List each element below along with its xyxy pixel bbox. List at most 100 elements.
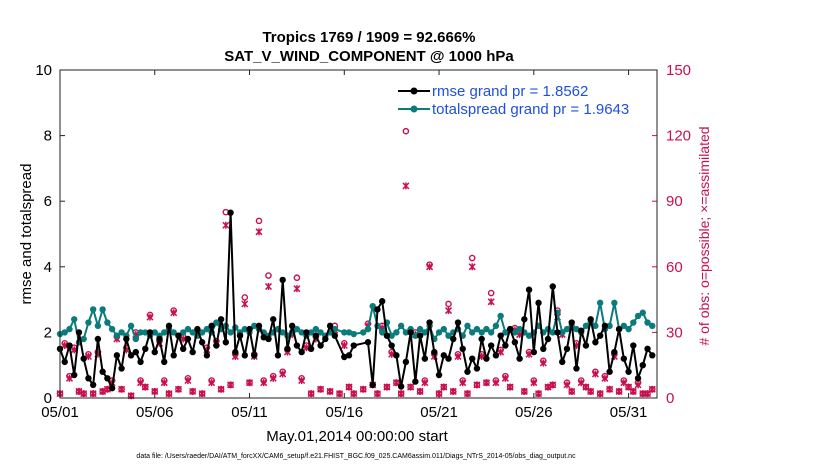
spread-point <box>66 325 73 333</box>
rmse-point <box>535 299 542 307</box>
x-tick-label: 05/11 <box>231 404 267 421</box>
rmse-point <box>421 355 429 362</box>
rmse-point <box>568 319 575 326</box>
spread-point <box>596 299 604 307</box>
spread-point <box>563 325 571 333</box>
obs-possible-point <box>445 300 452 308</box>
spread-point <box>307 329 315 336</box>
rmse-point <box>440 352 447 359</box>
spread-point <box>464 322 471 330</box>
rmse-point <box>265 335 272 343</box>
obs-assimilated-point <box>227 381 235 389</box>
obs-assimilated-point <box>591 370 599 378</box>
rmse-point <box>369 381 376 389</box>
obs-assimilated-point <box>459 379 467 387</box>
spread-point <box>582 322 590 330</box>
rmse-point <box>113 352 121 359</box>
rmse-point <box>307 345 315 352</box>
spread-point <box>89 306 97 313</box>
obs-assimilated-point <box>468 263 476 271</box>
obs-assimilated-point <box>118 385 126 393</box>
obs-assimilated-point <box>350 390 358 398</box>
rmse-point <box>393 352 400 359</box>
obs-assimilated-point <box>629 387 637 395</box>
obs-assimilated-point <box>189 387 197 395</box>
obs-assimilated-point <box>587 387 595 395</box>
rmse-point <box>502 342 509 349</box>
obs-assimilated-point <box>317 385 325 393</box>
rmse-point <box>165 322 173 330</box>
spread-point <box>132 335 140 343</box>
spread-point <box>644 319 651 326</box>
rmse-point <box>217 316 225 323</box>
rmse-point <box>615 325 623 333</box>
obs-possible-point <box>402 127 410 135</box>
footnote: data file: /Users/raeder/DAI/ATM_forcXX/… <box>136 453 576 460</box>
rmse-point <box>582 342 590 349</box>
rmse-point <box>497 332 504 339</box>
rmse-point <box>544 335 552 343</box>
ticks-layer: 05/01 05/06 05/11 05/16 05/21 05/26 05/31 0 2 4 6 8… <box>35 62 691 421</box>
rmse-point <box>222 339 230 346</box>
spread-point <box>469 329 476 336</box>
obs-assimilated-point <box>539 359 547 367</box>
legend: rmse grand pr = 1.8562 totalspread grand… <box>392 80 654 124</box>
rmse-point <box>459 345 466 352</box>
rmse-point <box>378 298 386 305</box>
obs-assimilated-point <box>444 307 453 315</box>
rmse-point <box>236 332 244 339</box>
obs-assimilated-point <box>473 381 481 389</box>
rmse-point <box>85 375 92 382</box>
obs-assimilated-point <box>99 387 107 395</box>
rmse-point <box>412 378 419 385</box>
legend-box <box>392 80 654 124</box>
rmse-point <box>445 355 452 362</box>
spread-point <box>118 329 125 336</box>
y-tick-label-left: 0 <box>44 390 52 407</box>
obs-possible-point <box>265 272 272 279</box>
obs-assimilated-point <box>482 379 490 387</box>
rmse-point <box>274 352 282 359</box>
rmse-point <box>563 345 571 352</box>
rmse-point <box>326 322 334 330</box>
obs-assimilated-point <box>487 298 495 306</box>
spread-point <box>298 329 305 336</box>
rmse-point <box>431 348 438 356</box>
obs-assimilated-point <box>373 390 381 398</box>
rmse-point <box>284 345 291 352</box>
obs-assimilated-point <box>397 390 405 398</box>
spread-point <box>184 325 192 333</box>
obs-assimilated-point <box>174 385 182 393</box>
spread-point <box>606 322 613 330</box>
obs-assimilated-point <box>634 381 642 389</box>
rmse-point <box>530 348 538 356</box>
y-tick-label-right: 0 <box>666 390 674 407</box>
obs-assimilated-point <box>160 379 168 387</box>
spread-point <box>137 329 144 336</box>
rmse-point <box>232 348 239 356</box>
legend-rmse-marker <box>410 87 418 95</box>
rmse-point <box>639 362 646 369</box>
spread-point <box>360 329 367 336</box>
rmse-point <box>61 358 68 366</box>
spread-point <box>402 329 410 336</box>
x-tick-label: 05/06 <box>136 404 174 421</box>
rmse-point <box>478 335 485 343</box>
rmse-point <box>383 332 391 339</box>
obs-assimilated-point <box>217 385 225 393</box>
rmse-point <box>189 348 196 356</box>
obs-assimilated-point <box>336 390 344 398</box>
spread-point <box>393 329 400 336</box>
obs-assimilated-point <box>170 309 178 317</box>
spread-point <box>549 329 556 336</box>
spread-point <box>559 329 566 336</box>
spread-point <box>251 322 258 330</box>
rmse-point <box>312 332 320 339</box>
spread-point <box>189 329 196 336</box>
spread-point <box>483 325 490 333</box>
rmse-point <box>596 332 604 339</box>
rmse-point <box>99 368 106 375</box>
rmse-point <box>194 325 201 333</box>
rmse-point <box>402 358 410 366</box>
obs-assimilated-point <box>506 383 514 391</box>
